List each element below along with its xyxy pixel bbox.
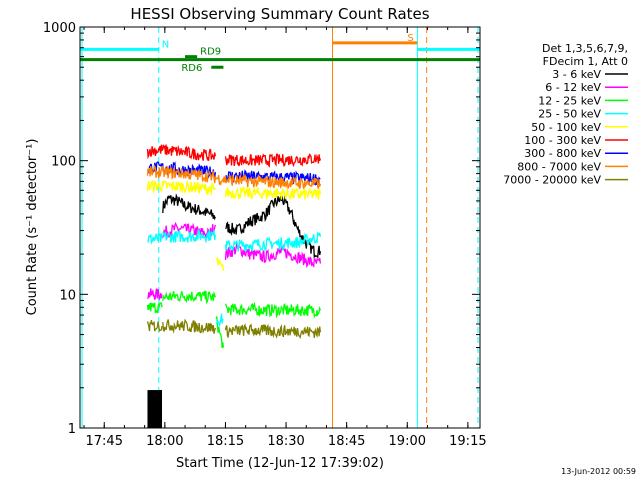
x-tick-label: 19:00 [389, 434, 426, 449]
series-line [225, 194, 322, 260]
y-tick-label: 10 [59, 288, 76, 303]
legend-header: FDecim 1, Att 0 [543, 55, 628, 68]
x-axis-label: Start Time (12-Jun-12 17:39:02) [176, 456, 384, 471]
series-line [146, 164, 322, 190]
legend-label: 100 - 300 keV [524, 134, 601, 147]
series-line [215, 313, 224, 327]
y-tick-label: 1000 [43, 21, 76, 36]
legend-header: Det 1,3,5,6,7,9, [542, 42, 628, 55]
timestamp: 13-Jun-2012 00:59 [561, 467, 636, 476]
y-axis: 1 10 100 1000 [43, 21, 480, 437]
series-line [224, 301, 322, 319]
series-line [224, 323, 322, 340]
legend-label: 7000 - 20000 keV [503, 174, 601, 187]
x-tick-label: 19:15 [449, 434, 486, 449]
x-tick-label: 18:45 [328, 434, 365, 449]
legend-label: 12 - 25 keV [538, 94, 601, 107]
series-line [162, 228, 217, 244]
legend-label: 800 - 7000 keV [517, 160, 601, 173]
series-line [162, 290, 217, 305]
legend-label: 300 - 800 keV [524, 147, 601, 160]
legend: Det 1,3,5,6,7,9,FDecim 1, Att 03 - 6 keV… [503, 42, 628, 187]
plot-frame [79, 26, 481, 429]
series-line [146, 144, 217, 162]
flag-bar-label: N [162, 39, 169, 50]
flag-bar-label: RD6 [181, 63, 202, 74]
series-line [162, 193, 216, 221]
series-line [224, 153, 322, 168]
low-energy-block [147, 390, 163, 428]
x-tick-label: 18:30 [267, 434, 304, 449]
series-line [147, 233, 163, 245]
series-line [162, 221, 217, 238]
series-line [225, 169, 321, 187]
legend-label: 50 - 100 keV [531, 121, 601, 134]
series-line [224, 232, 322, 253]
series-line [146, 319, 163, 333]
series-line [215, 256, 225, 271]
series-line [224, 186, 322, 201]
y-tick-label: 100 [51, 155, 76, 170]
series-line [146, 302, 163, 314]
x-axis: 17:45 18:00 18:15 18:30 18:45 19:00 19:15 [83, 27, 487, 449]
x-tick-label: 17:45 [86, 434, 123, 449]
chart-title: HESSI Observing Summary Count Rates [130, 5, 429, 23]
flag-bar-label: S [407, 33, 413, 44]
y-tick-label: 1 [68, 422, 76, 437]
x-tick-label: 18:15 [207, 434, 244, 449]
series-line [224, 243, 322, 269]
series-line [146, 180, 216, 195]
legend-label: 3 - 6 keV [552, 68, 601, 81]
series-line [215, 316, 225, 348]
flag-bar-label: RD9 [200, 47, 221, 58]
y-axis-label: Count Rate (s⁻¹ detector⁻¹) [25, 139, 40, 316]
series-line [162, 318, 217, 334]
plot-area: N S RD9 RD6 [80, 27, 480, 428]
series-line [146, 288, 163, 301]
legend-label: 25 - 50 keV [538, 108, 601, 121]
legend-label: 6 - 12 keV [545, 81, 601, 94]
x-tick-label: 18:00 [146, 434, 183, 449]
